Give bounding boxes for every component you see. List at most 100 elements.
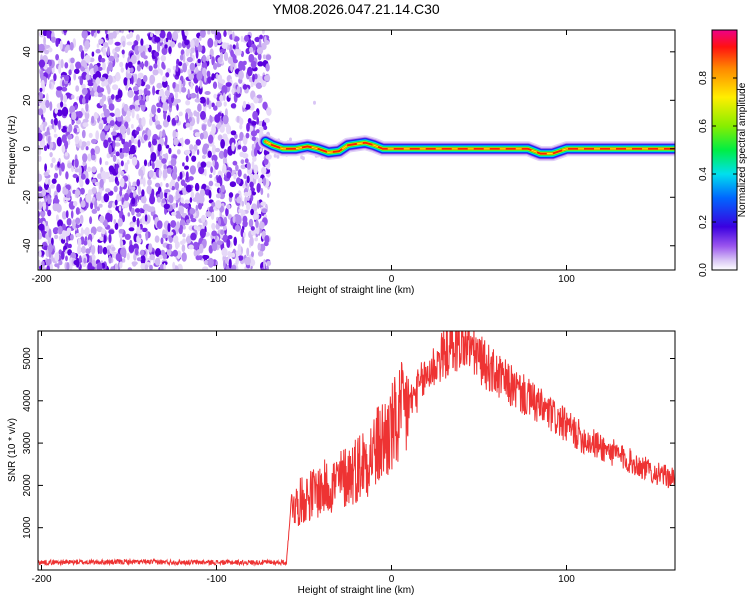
heatmap-noise-cell [73, 259, 80, 266]
heatmap-noise-cell [167, 231, 174, 236]
snr-frame [37, 330, 676, 571]
heatmap-noise-cell [237, 144, 242, 150]
heatmap-noise-cell [257, 53, 262, 61]
heatmap-noise-cell [200, 110, 206, 120]
heatmap-noise-cell [75, 217, 81, 225]
heatmap-noise-cell [185, 100, 191, 106]
heatmap-noise-cell [168, 46, 172, 54]
heatmap-noise-cell [130, 135, 135, 144]
heatmap-noise-cell [42, 117, 46, 123]
heatmap-noise-cell [128, 139, 132, 148]
heatmap-noise-cell [252, 173, 259, 180]
heatmap-noise-cell [108, 229, 115, 235]
heatmap-noise-cell [154, 36, 161, 43]
heatmap-noise-cell [260, 42, 267, 51]
heatmap-noise-cell [239, 131, 244, 141]
heatmap-noise-cell [118, 205, 122, 212]
heatmap-noise-cell [242, 84, 248, 90]
heatmap-noise-cell [149, 254, 155, 261]
heatmap-noise-cell [257, 61, 264, 67]
heatmap-noise-cell [228, 192, 234, 198]
heatmap-noise-cell [147, 162, 150, 167]
heatmap-noise-cell [257, 250, 264, 257]
heatmap-noise-cell [263, 158, 269, 166]
heatmap-y-label: Frequency (Hz) [7, 116, 18, 185]
heatmap-noise-cell [248, 53, 255, 63]
heatmap-noise-cell [188, 244, 194, 250]
heatmap-noise-cell [93, 111, 98, 120]
heatmap-noise-cell [254, 237, 258, 242]
heatmap-noise-cell [153, 63, 158, 69]
heatmap-noise-cell [94, 199, 98, 210]
heatmap-noise-cell [241, 200, 245, 207]
heatmap-x-tick-label: -200 [31, 274, 51, 285]
heatmap-noise-cell [188, 116, 192, 123]
heatmap-noise-cell [246, 247, 250, 257]
heatmap-noise-cell [206, 97, 210, 105]
heatmap-noise-cell [225, 82, 232, 87]
heatmap-noise-cell [61, 211, 67, 220]
heatmap-noise-cell [196, 149, 200, 156]
heatmap-noise-cell [162, 64, 166, 70]
heatmap-noise-cell [168, 194, 173, 202]
heatmap-noise-cell [222, 114, 229, 125]
heatmap-noise-cell [223, 30, 227, 37]
heatmap-noise-cell [202, 266, 209, 270]
heatmap-noise-cell [138, 135, 142, 141]
heatmap-noise-cell [42, 124, 46, 132]
heatmap-noise-cell [74, 168, 80, 173]
heatmap-noise-cell [139, 178, 144, 185]
heatmap-noise-cell [60, 93, 64, 102]
heatmap-noise-cell [54, 194, 59, 204]
heatmap-noise-cell [108, 61, 113, 72]
heatmap-noise-cell [251, 160, 255, 169]
heatmap-noise-cell [117, 217, 123, 227]
heatmap-noise-cell [239, 124, 243, 130]
heatmap-noise-cell [255, 219, 259, 228]
heatmap-noise-cell [123, 103, 129, 112]
heatmap-noise-cell [114, 108, 121, 118]
heatmap-noise-cell [215, 100, 222, 108]
heatmap-noise-cell [124, 192, 129, 201]
heatmap-noise-cell [223, 148, 228, 158]
heatmap-noise-cell [151, 138, 158, 146]
heatmap-noise-cell [70, 57, 75, 64]
heatmap-noise-cell [68, 243, 72, 249]
heatmap-noise-cell [161, 158, 167, 164]
heatmap-noise-cell [172, 154, 178, 159]
heatmap-noise-cell [51, 237, 54, 246]
heatmap-noise-cell [256, 116, 260, 125]
heatmap-noise-cell [107, 46, 110, 57]
heatmap-noise-cell [123, 77, 128, 86]
heatmap-y-tick-label: -20 [22, 190, 33, 205]
heatmap-noise-cell [244, 35, 249, 42]
heatmap-noise-cell [90, 202, 94, 210]
heatmap-noise-cell [66, 218, 72, 226]
heatmap-noise-cell [157, 42, 161, 53]
heatmap-noise-cell [58, 167, 62, 176]
heatmap-noise-cell [115, 253, 121, 262]
heatmap-noise-cell [211, 241, 218, 252]
heatmap-noise-cell [252, 156, 257, 162]
heatmap-noise-cell [91, 208, 98, 214]
heatmap-noise-cell [169, 41, 176, 48]
heatmap-noise-cell [190, 81, 193, 89]
heatmap-noise-cell [62, 103, 67, 108]
heatmap-noise-cell [115, 151, 120, 157]
heatmap-noise-cell [185, 122, 191, 128]
heatmap-noise-cell [120, 30, 124, 34]
heatmap-noise-cell [63, 30, 68, 33]
heatmap-noise-cell [211, 144, 217, 155]
heatmap-noise-cell [94, 145, 101, 155]
snr-y-tick-label: 2000 [22, 474, 33, 497]
heatmap-noise-cell [313, 100, 316, 105]
heatmap-noise-cell [53, 117, 58, 126]
heatmap-noise-cell [117, 167, 122, 174]
heatmap-noise-cell [264, 75, 271, 81]
heatmap-noise-cell [194, 192, 201, 202]
heatmap-noise-cell [85, 146, 89, 151]
colorbar-gradient [711, 29, 738, 271]
heatmap-noise-cell [266, 162, 270, 170]
heatmap-noise-cell [48, 228, 52, 238]
heatmap-noise-cell [233, 36, 240, 42]
